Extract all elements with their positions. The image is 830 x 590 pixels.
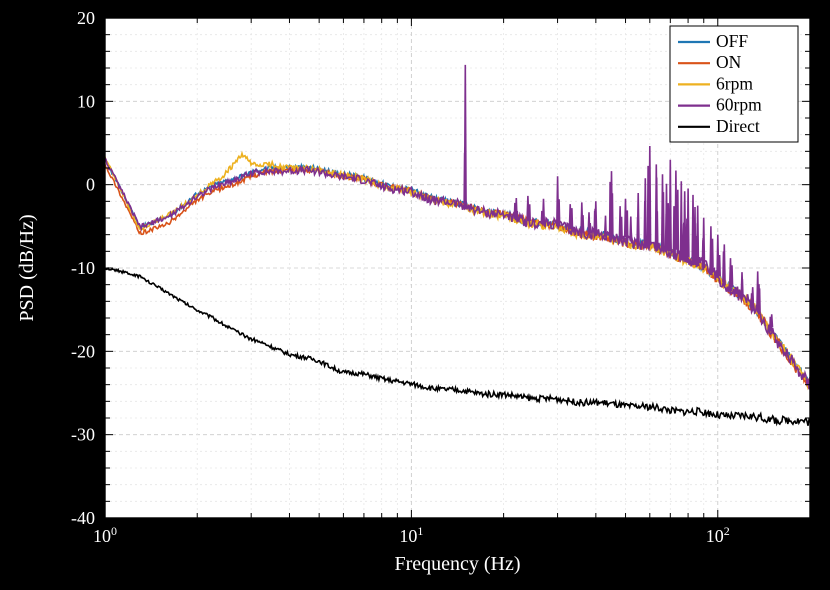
y-tick-label: -40 (71, 508, 95, 528)
y-tick-label: -10 (71, 258, 95, 278)
y-tick-label: 20 (77, 8, 95, 28)
legend-label: ON (716, 52, 742, 72)
legend-label: Direct (716, 116, 760, 136)
chart-svg: 100101102-40-30-20-1001020Frequency (Hz)… (0, 0, 830, 590)
y-tick-label: 0 (86, 175, 95, 195)
y-tick-label: -20 (71, 341, 95, 361)
legend-label: 6rpm (716, 73, 753, 93)
y-tick-label: -30 (71, 425, 95, 445)
legend-label: OFF (716, 31, 748, 51)
legend-label: 60rpm (716, 95, 762, 115)
y-axis-label: PSD (dB/Hz) (16, 214, 38, 321)
psd-chart: 100101102-40-30-20-1001020Frequency (Hz)… (0, 0, 830, 590)
x-axis-label: Frequency (Hz) (394, 553, 520, 575)
y-tick-label: 10 (77, 91, 95, 111)
